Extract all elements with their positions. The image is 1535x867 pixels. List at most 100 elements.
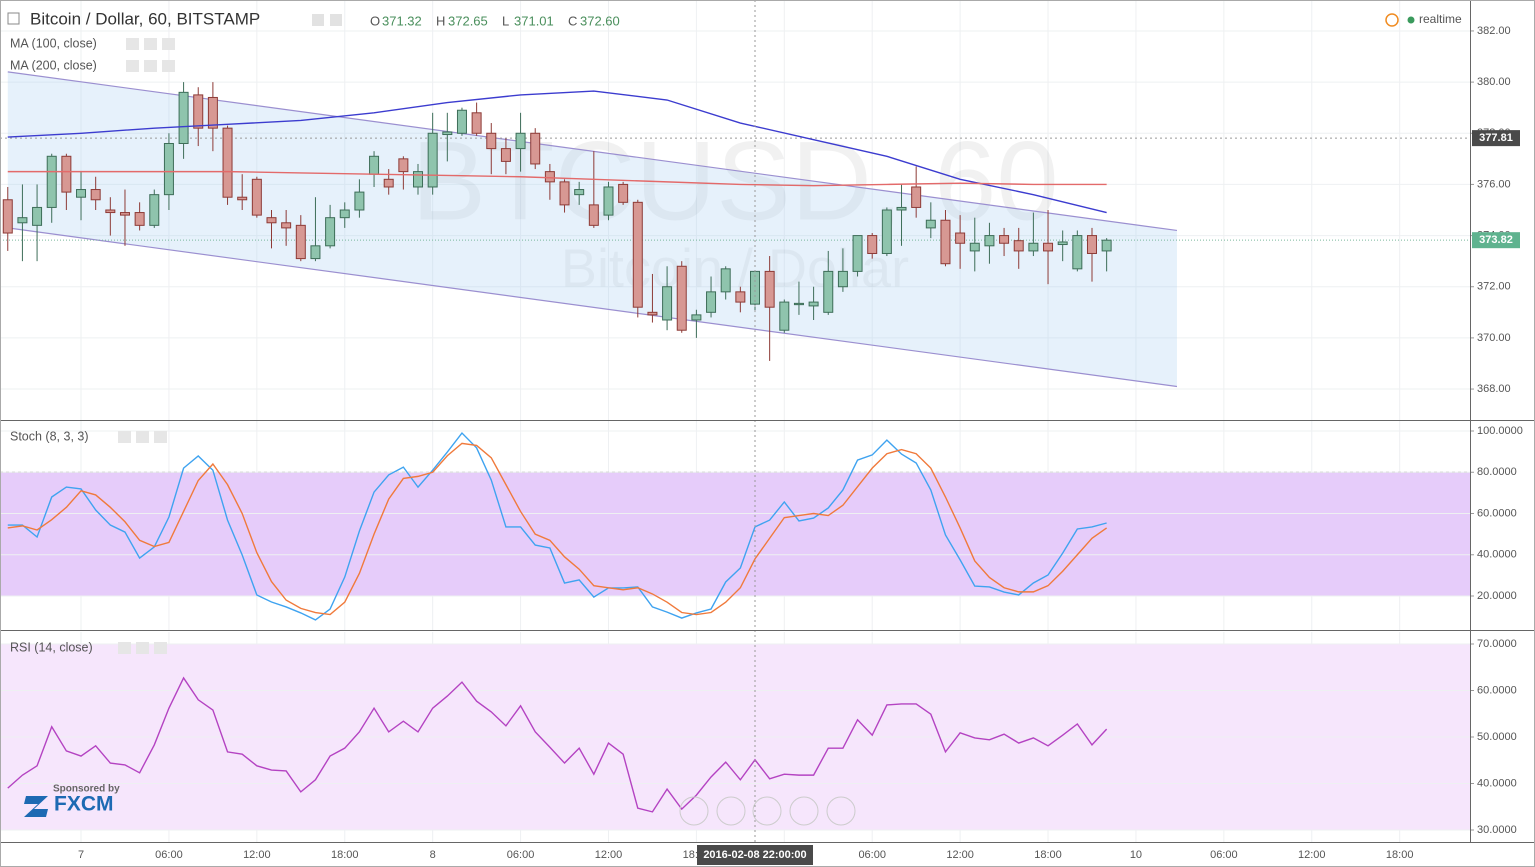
candle-body bbox=[779, 301, 790, 331]
candle-body bbox=[222, 127, 233, 198]
candle-body bbox=[691, 314, 702, 321]
candle-body bbox=[281, 222, 292, 229]
candle-body bbox=[544, 171, 555, 183]
candle-body bbox=[2, 199, 13, 234]
indicator-button[interactable] bbox=[118, 431, 131, 443]
candle-body bbox=[134, 212, 145, 226]
indicator-button[interactable] bbox=[144, 60, 157, 72]
candle-body bbox=[339, 209, 350, 219]
indicator-button[interactable] bbox=[118, 642, 131, 654]
alert-icon[interactable] bbox=[1385, 13, 1399, 27]
candle-body bbox=[969, 242, 980, 252]
scroll-left[interactable] bbox=[679, 796, 709, 826]
x-tick-label: 7 bbox=[78, 849, 84, 861]
zoom-controls bbox=[679, 796, 856, 826]
candle-body bbox=[559, 181, 570, 206]
candle-body bbox=[456, 109, 467, 134]
candle-body bbox=[178, 91, 189, 144]
ohlc: O 371.32 H 372.65 L 371.01 C 372.60 bbox=[312, 13, 620, 28]
reset[interactable] bbox=[752, 796, 782, 826]
indicator-label: RSI (14, close) bbox=[10, 640, 93, 654]
y-tick-label: 372.00 bbox=[1477, 281, 1511, 293]
candle-body bbox=[515, 132, 526, 150]
zoom-out[interactable] bbox=[716, 796, 746, 826]
indicator-label: MA (100, close) bbox=[10, 36, 97, 50]
x-tick-label: 18:00 bbox=[1386, 849, 1414, 861]
band bbox=[0, 472, 1470, 597]
indicator-button[interactable] bbox=[136, 642, 149, 654]
candle-body bbox=[471, 112, 482, 134]
candle-body bbox=[720, 268, 731, 293]
candle-body bbox=[310, 245, 321, 260]
indicator-button[interactable] bbox=[162, 38, 175, 50]
candle-body bbox=[149, 194, 160, 226]
y-tick-label: 20.0000 bbox=[1477, 590, 1517, 602]
x-tick-label: 06:00 bbox=[507, 849, 535, 861]
candle-body bbox=[867, 235, 878, 254]
candle-body bbox=[193, 94, 204, 129]
indicator-button[interactable] bbox=[154, 431, 167, 443]
candle-body bbox=[662, 286, 673, 321]
brand: FXCM bbox=[54, 793, 114, 816]
series-line bbox=[7, 170, 1107, 187]
candle-body bbox=[427, 132, 438, 188]
x-tick-label: 06:00 bbox=[155, 849, 183, 861]
candle-body bbox=[500, 148, 511, 162]
scroll-right[interactable] bbox=[826, 796, 856, 826]
ohlc-key: H bbox=[436, 13, 445, 28]
candle-body bbox=[881, 209, 892, 254]
x-tick-label: 12:00 bbox=[595, 849, 623, 861]
candle-body bbox=[105, 209, 116, 214]
symbol: Bitcoin / Dollar, 60, BITSTAMP bbox=[30, 9, 260, 28]
y-tick-label: 370.00 bbox=[1477, 332, 1511, 344]
indicator-button[interactable] bbox=[154, 642, 167, 654]
indicator-button[interactable] bbox=[126, 60, 139, 72]
last-price: 373.82 bbox=[1479, 234, 1513, 246]
candle-body bbox=[76, 189, 87, 198]
indicator-button[interactable] bbox=[136, 431, 149, 443]
candle-body bbox=[676, 265, 687, 331]
plots bbox=[2, 82, 1112, 813]
candle-body bbox=[207, 96, 218, 129]
x-tick-label: 06:00 bbox=[858, 849, 886, 861]
indicator-button[interactable] bbox=[144, 38, 157, 50]
zoom-in[interactable] bbox=[789, 796, 819, 826]
x-tick-label: 8 bbox=[430, 849, 436, 861]
x-tick-label: 10 bbox=[1130, 849, 1142, 861]
candle-body bbox=[984, 235, 995, 247]
candle-body bbox=[398, 158, 409, 173]
close-icon[interactable] bbox=[330, 14, 342, 26]
collapse-button[interactable] bbox=[7, 12, 20, 25]
x-tick-label: 12:00 bbox=[243, 849, 271, 861]
candle-body bbox=[163, 142, 174, 196]
candle-body bbox=[764, 270, 775, 308]
ohlc-key: O bbox=[370, 13, 380, 28]
y-tick-label: 60.0000 bbox=[1477, 684, 1517, 696]
y-tick-label: 368.00 bbox=[1477, 383, 1511, 395]
candle-body bbox=[706, 291, 717, 313]
y-tick-label: 70.0000 bbox=[1477, 638, 1517, 650]
candle-body bbox=[603, 186, 614, 216]
candle-body bbox=[1086, 235, 1097, 254]
x-tick-label: 12:00 bbox=[946, 849, 974, 861]
x-tick-label: 18:00 bbox=[331, 849, 359, 861]
candle-body bbox=[955, 232, 966, 244]
settings-icon[interactable] bbox=[312, 14, 324, 26]
candle-body bbox=[1057, 241, 1068, 246]
indicator-button[interactable] bbox=[162, 60, 175, 72]
candle-body bbox=[647, 311, 658, 316]
sponsor: Sponsored by bbox=[53, 784, 120, 795]
crosshair-price-box bbox=[1472, 130, 1520, 147]
candle-body bbox=[237, 196, 248, 201]
crosshair-time: 2016-02-08 22:00:00 bbox=[703, 849, 806, 861]
candle-body bbox=[325, 217, 336, 247]
y-tick-label: 40.0000 bbox=[1477, 777, 1517, 789]
y-tick-label: 50.0000 bbox=[1477, 731, 1517, 743]
candle-body bbox=[119, 212, 130, 216]
candle-body bbox=[369, 155, 380, 175]
y-tick-label: 100.0000 bbox=[1477, 425, 1523, 437]
candle-body bbox=[735, 291, 746, 303]
indicator-button[interactable] bbox=[126, 38, 139, 50]
